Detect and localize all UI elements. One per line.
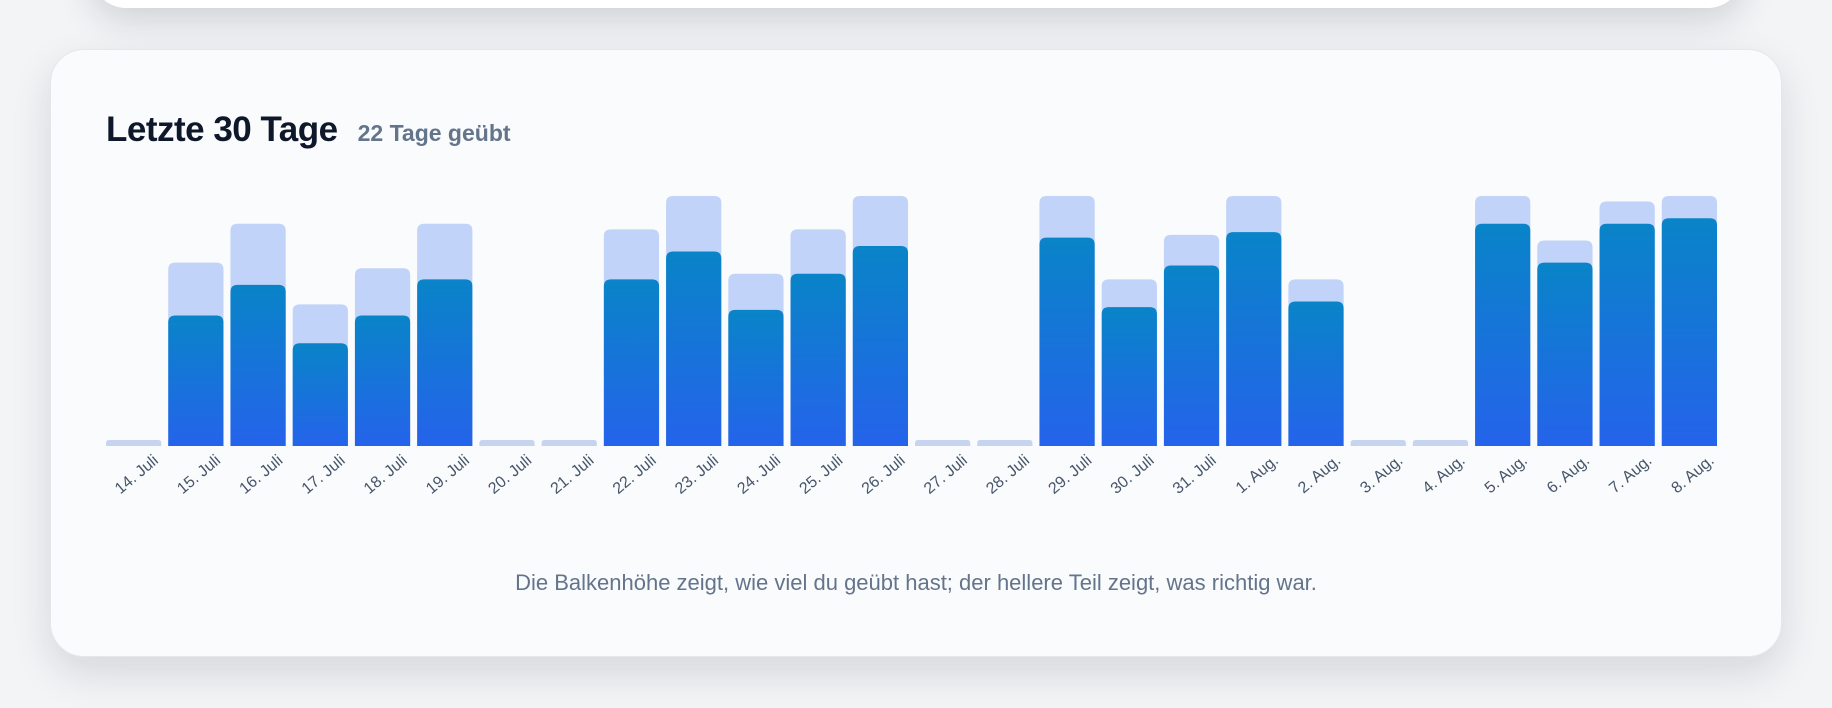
card-header: Letzte 30 Tage 22 Tage geübt [106, 110, 511, 150]
bar-correct [417, 279, 473, 446]
x-tick-label: 30. Juli [1108, 452, 1158, 498]
x-tick-label: 14. Juli [112, 452, 162, 498]
bar-correct [1039, 237, 1095, 446]
x-tick-label: 28. Juli [983, 452, 1033, 498]
bar-correct [168, 315, 224, 446]
x-tick-label: 8. Aug. [1668, 452, 1717, 497]
bar-correct [1599, 223, 1655, 446]
x-tick-label: 21. Juli [548, 452, 598, 498]
bar-empty [977, 440, 1033, 446]
bar-correct [1101, 307, 1157, 446]
x-tick-label: 26. Juli [859, 452, 909, 498]
x-tick-label: 7. Aug. [1606, 452, 1655, 497]
x-tick-label: 25. Juli [797, 452, 847, 498]
bar-correct [852, 246, 908, 446]
bar-correct [354, 315, 411, 446]
bar-correct [1288, 301, 1344, 446]
x-tick-label: 15. Juli [174, 452, 224, 498]
x-tick-label: 20. Juli [485, 452, 535, 498]
x-tick-label: 27. Juli [921, 452, 971, 498]
x-tick-label: 19. Juli [423, 452, 473, 498]
x-tick-label: 3. Aug. [1357, 452, 1406, 497]
bar-empty [1412, 440, 1469, 446]
x-tick-label: 5. Aug. [1482, 452, 1531, 497]
bar-correct [1163, 265, 1220, 446]
bar-empty [1350, 440, 1406, 446]
x-tick-label: 1. Aug. [1233, 452, 1282, 497]
bar-correct [728, 309, 784, 446]
practice-days-count: 22 Tage geübt [357, 120, 511, 146]
x-tick-label: 24. Juli [734, 452, 784, 498]
bar-correct [1475, 223, 1531, 446]
bar-correct [666, 251, 722, 446]
bar-correct [292, 343, 348, 446]
bar-correct [1661, 218, 1717, 446]
x-tick-label: 4. Aug. [1420, 452, 1469, 497]
bar-correct [1226, 232, 1282, 446]
chart-caption: Die Balkenhöhe zeigt, wie viel du geübt … [515, 570, 1317, 595]
x-tick-label: 18. Juli [361, 452, 411, 498]
bar-correct [790, 273, 846, 446]
bar-correct [603, 279, 660, 446]
x-tick-label: 2. Aug. [1295, 452, 1344, 497]
x-tick-label: 17. Juli [299, 452, 349, 498]
bar-correct [1537, 262, 1593, 446]
x-tick-label: 16. Juli [236, 452, 286, 498]
x-tick-label: 22. Juli [610, 452, 660, 498]
practice-bar-chart: 14. Juli 15. Juli 16. Juli 17. Juli 18. Juli… [106, 196, 1718, 498]
x-tick-label: 31. Juli [1170, 452, 1220, 498]
previous-card [92, 0, 1742, 8]
bar-empty [106, 440, 162, 446]
last-30-days-card: Letzte 30 Tage 22 Tage geübt 14. Juli 15.… [50, 49, 1782, 657]
bar-empty [915, 440, 971, 446]
card-title: Letzte 30 Tage [106, 110, 338, 149]
bar-empty [541, 440, 597, 446]
bar-empty [479, 440, 535, 446]
x-tick-label: 6. Aug. [1544, 452, 1593, 497]
x-tick-label: 23. Juli [672, 452, 722, 498]
bar-correct [230, 284, 286, 446]
x-tick-label: 29. Juli [1045, 452, 1095, 498]
